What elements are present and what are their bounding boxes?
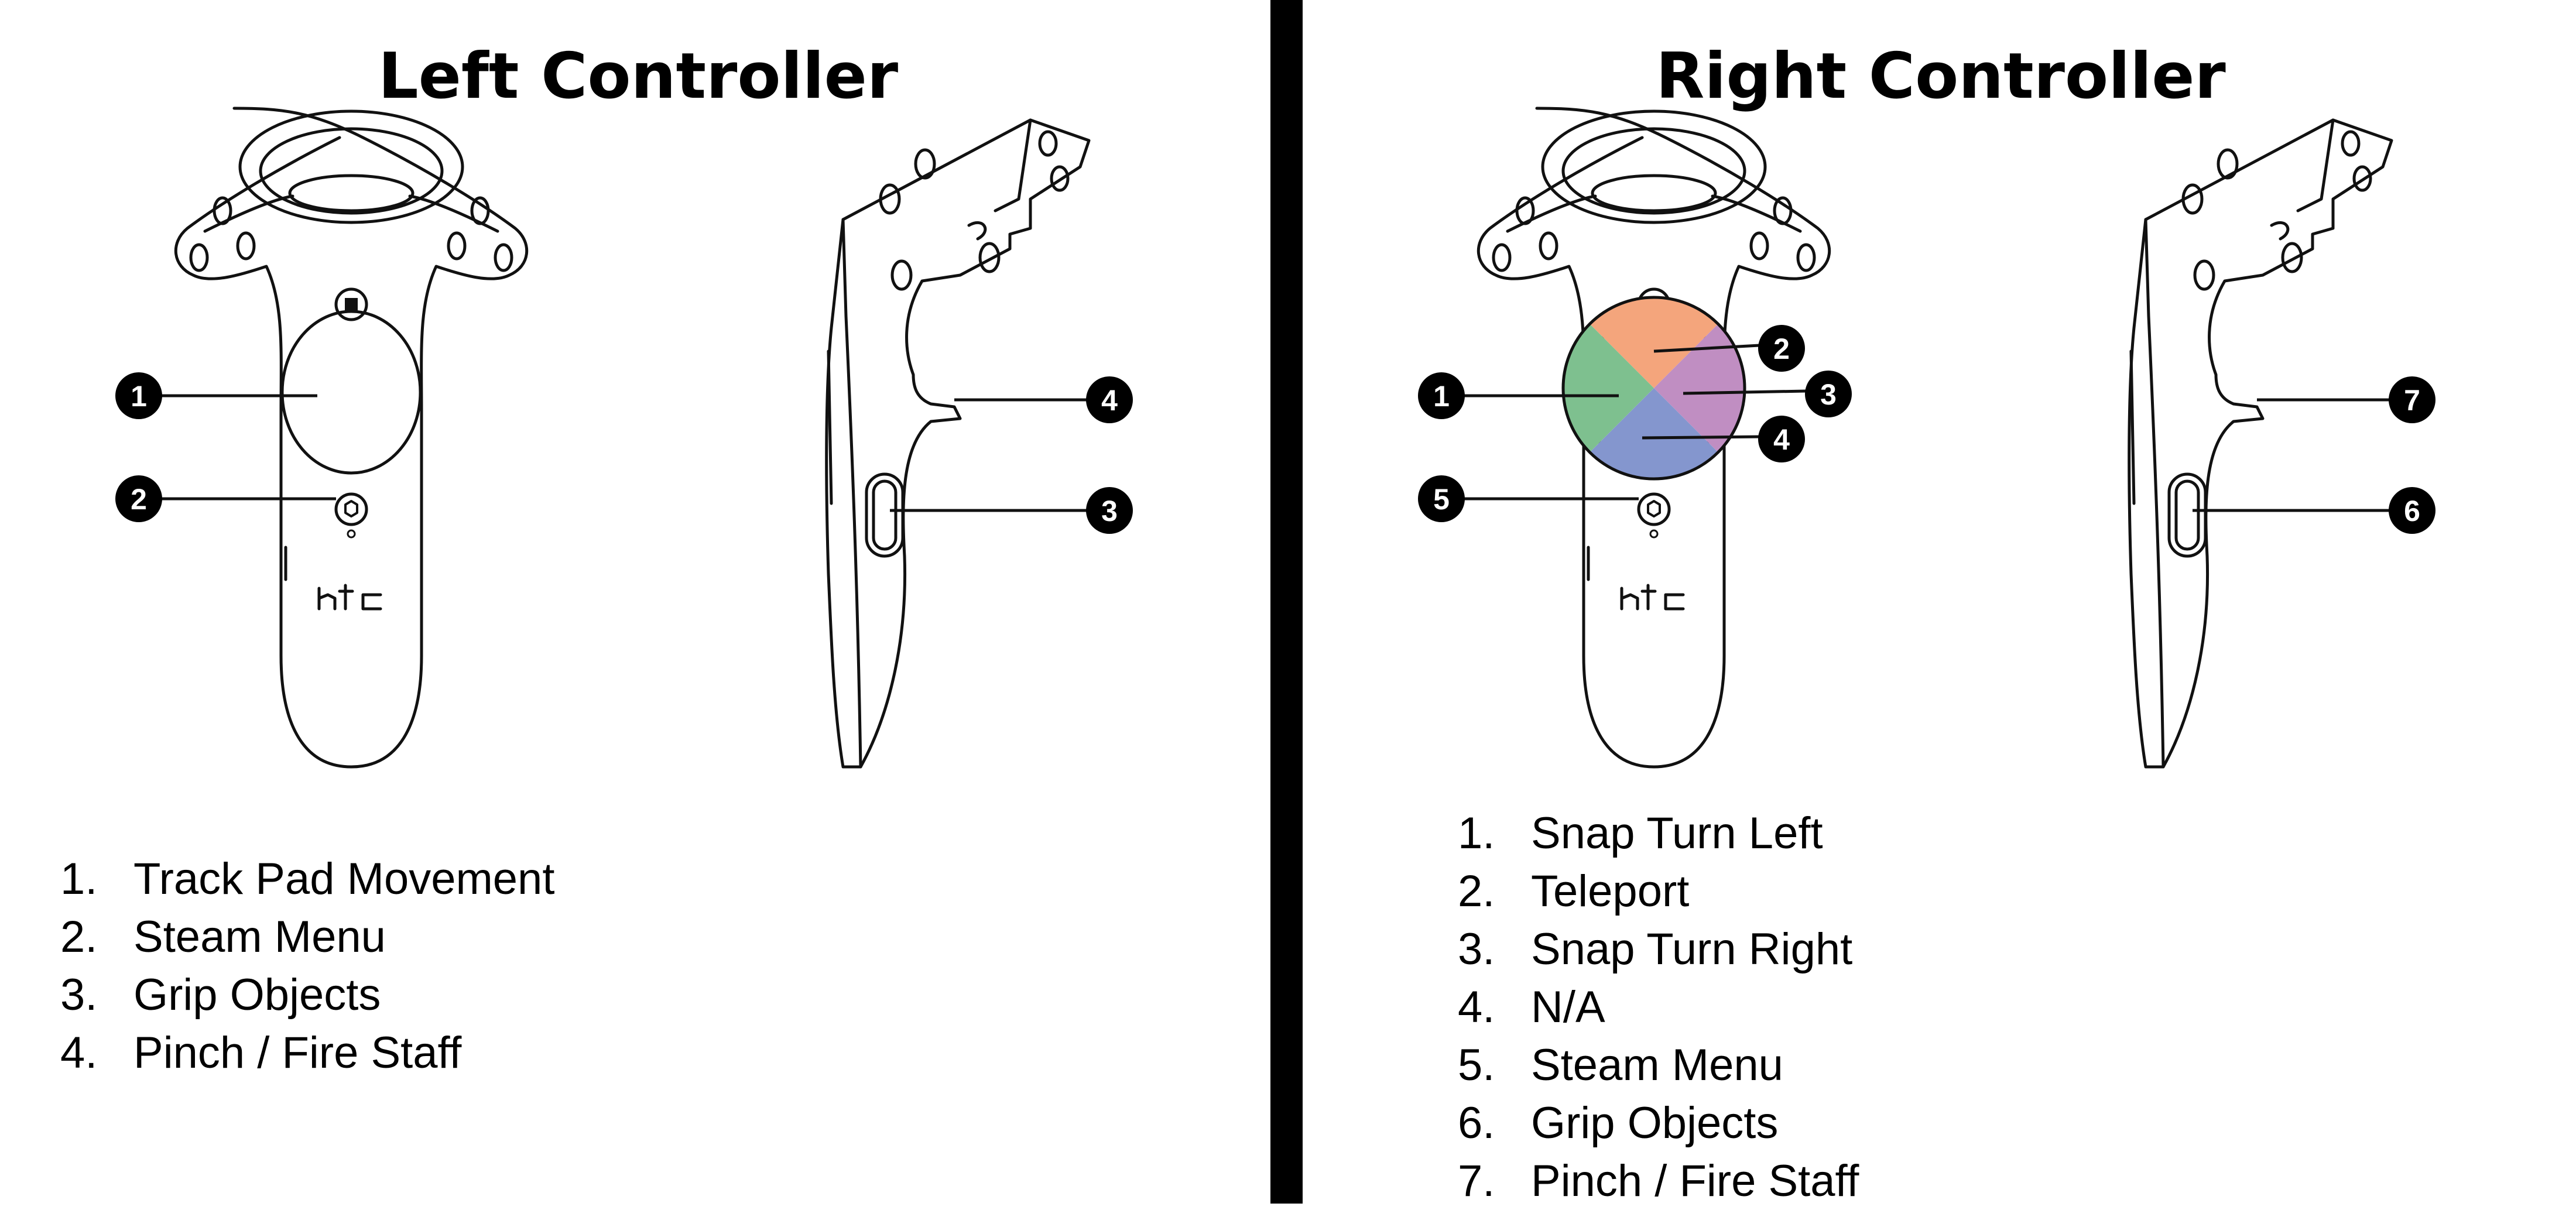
trackpad-quadrants <box>1561 296 1746 481</box>
right-callout-6-label: 6 <box>2404 495 2420 527</box>
legend-item-number: 4. <box>60 1028 98 1078</box>
left-callout-3: 3 <box>1086 487 1133 534</box>
right-callout-4-label: 4 <box>1773 423 1790 456</box>
trackpad-quadrant-left <box>1563 324 1654 453</box>
right-callout-2-label: 2 <box>1773 333 1790 365</box>
right-callout-5-label: 5 <box>1433 483 1450 516</box>
right-callout-5: 5 <box>1418 475 1465 522</box>
legend-item-number: 2. <box>1458 866 1495 916</box>
panel-divider <box>1270 0 1303 1204</box>
left-controller-diagram: 1 2 3 4 <box>115 0 1133 796</box>
legend-item: 3. Snap Turn Right <box>1458 920 1859 978</box>
right-controller-panel: Right Controller 1 2 <box>1303 0 2576 1206</box>
trackpad-quadrant-down <box>1590 388 1718 479</box>
legend-item: 1. Track Pad Movement <box>60 850 554 908</box>
right-callout-2-leader <box>1653 344 1760 353</box>
left-callout-4: 4 <box>1086 376 1133 423</box>
right-callout-7: 7 <box>2389 376 2435 423</box>
left-callout-1: 1 <box>115 372 162 419</box>
right-callout-4: 4 <box>1758 416 1805 462</box>
right-controller-diagram: 1 2 3 4 5 6 7 <box>1418 0 2435 796</box>
legend-item: 2. Teleport <box>1458 862 1859 920</box>
legend-item-text: Snap Turn Left <box>1531 808 1823 858</box>
legend-item-text: Pinch / Fire Staff <box>133 1028 462 1078</box>
legend-item-number: 3. <box>1458 924 1495 974</box>
legend-item-text: Teleport <box>1531 866 1690 916</box>
legend-item-number: 2. <box>60 912 98 962</box>
left-callout-2: 2 <box>115 475 162 522</box>
right-controller-title: Right Controller <box>1656 40 2226 113</box>
left-controller-panel: Left Controller 1 2 3 4 1. Track Pad Move… <box>0 0 1270 1204</box>
trackpad-quadrant-up <box>1590 297 1718 388</box>
right-controls-legend: 1. Snap Turn Left 2. Teleport 3. Snap Turn … <box>1458 804 1859 1210</box>
legend-item-number: 6. <box>1458 1098 1495 1148</box>
legend-item-text: Grip Objects <box>133 970 381 1020</box>
legend-item-text: Snap Turn Right <box>1531 924 1853 974</box>
right-callout-2: 2 <box>1758 325 1805 372</box>
trackpad-quadrant-right <box>1654 324 1745 453</box>
right-callout-4-leader <box>1642 435 1760 440</box>
left-callout-3-label: 3 <box>1101 495 1118 527</box>
legend-item-text: N/A <box>1531 982 1605 1032</box>
legend-item: 5. Steam Menu <box>1458 1036 1859 1094</box>
left-controls-legend: 1. Track Pad Movement 2. Steam Menu 3. Grip… <box>60 850 554 1082</box>
left-controller-title: Left Controller <box>378 40 899 113</box>
legend-item-number: 3. <box>60 970 98 1020</box>
left-controller-front-view <box>176 108 526 767</box>
legend-item-text: Grip Objects <box>1531 1098 1779 1148</box>
left-callout-1-label: 1 <box>131 380 147 413</box>
legend-item-number: 1. <box>1458 808 1495 858</box>
left-callout-2-label: 2 <box>131 483 147 516</box>
left-callout-4-label: 4 <box>1101 384 1118 417</box>
right-callout-1-label: 1 <box>1433 380 1450 413</box>
legend-item-text: Track Pad Movement <box>133 854 555 904</box>
right-controller-side-view <box>2129 120 2392 767</box>
legend-item: 4. Pinch / Fire Staff <box>60 1024 554 1082</box>
legend-item: 1. Snap Turn Left <box>1458 804 1859 862</box>
legend-item-number: 4. <box>1458 982 1495 1032</box>
legend-item: 2. Steam Menu <box>60 908 554 966</box>
right-callout-7-label: 7 <box>2404 384 2420 417</box>
legend-item: 3. Grip Objects <box>60 966 554 1024</box>
legend-item-text: Steam Menu <box>133 912 386 962</box>
right-callout-3-leader <box>1683 389 1807 395</box>
legend-item-number: 7. <box>1458 1156 1495 1206</box>
right-callout-3: 3 <box>1805 371 1852 417</box>
legend-item: 4. N/A <box>1458 978 1859 1036</box>
legend-item-text: Steam Menu <box>1531 1040 1783 1090</box>
legend-item: 7. Pinch / Fire Staff <box>1458 1152 1859 1210</box>
legend-item-number: 1. <box>60 854 98 904</box>
legend-item-text: Pinch / Fire Staff <box>1531 1156 1859 1206</box>
right-callout-1: 1 <box>1418 372 1465 419</box>
legend-item-number: 5. <box>1458 1040 1495 1090</box>
right-callout-3-label: 3 <box>1820 378 1837 411</box>
legend-item: 6. Grip Objects <box>1458 1094 1859 1152</box>
right-callout-6: 6 <box>2389 487 2435 534</box>
left-controller-side-view <box>827 120 1089 767</box>
